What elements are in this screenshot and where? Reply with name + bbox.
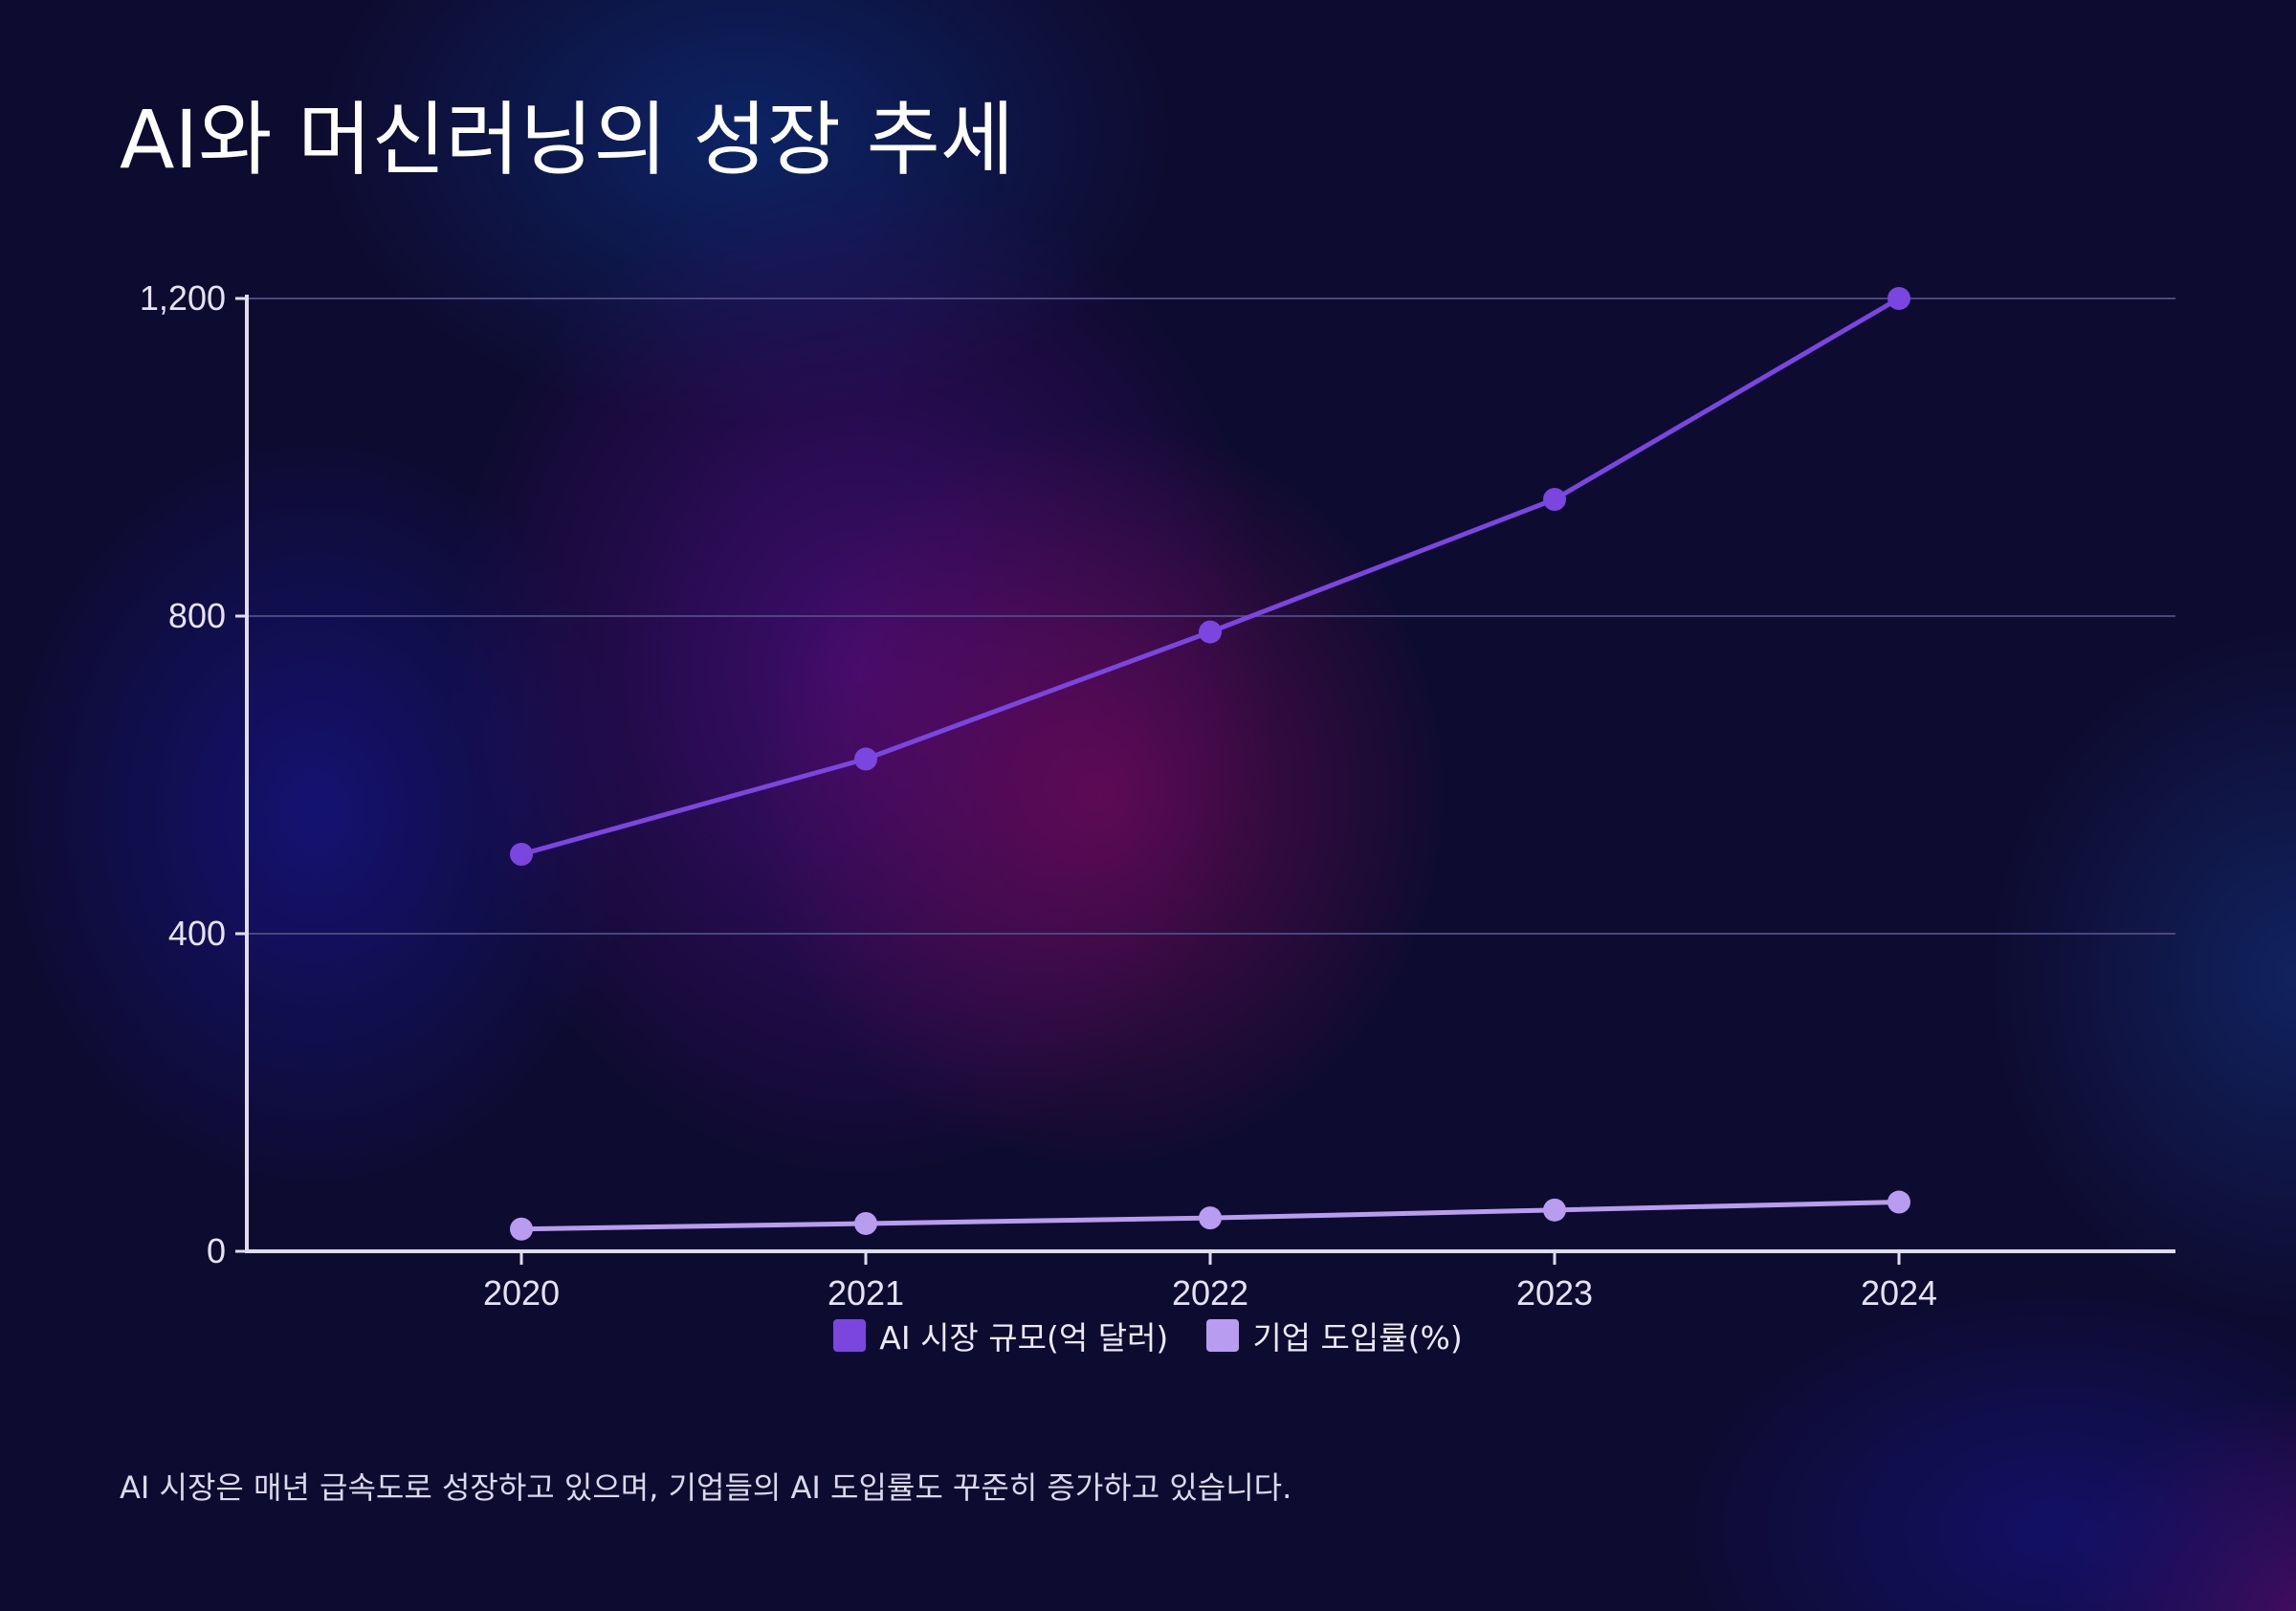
tick-labels: 0 400 800 1,200 2020 2021 2022 2023 2024 (140, 278, 1937, 1313)
y-tick-label: 400 (168, 914, 226, 953)
x-tick-label: 2021 (828, 1273, 904, 1313)
grid-lines (247, 298, 2175, 935)
y-tick-label: 800 (168, 596, 226, 635)
data-point-market-size[interactable] (1199, 620, 1222, 644)
chart-title: AI와 머신러닝의 성장 추세 (120, 93, 1015, 187)
data-point-adoption-rate[interactable] (1543, 1198, 1566, 1222)
y-tick-label: 1,200 (140, 278, 226, 318)
y-tick-label: 0 (207, 1231, 226, 1270)
legend-swatch-market-size (833, 1319, 867, 1352)
legend-item-market-size[interactable]: AI 시장 규모(억 달러) (833, 1313, 1168, 1358)
legend-swatch-adoption-rate (1206, 1319, 1240, 1352)
x-tick-label: 2022 (1172, 1273, 1248, 1313)
legend: AI 시장 규모(억 달러) 기업 도입률(%) (0, 1313, 2296, 1358)
chart-caption: AI 시장은 매년 급속도로 성장하고 있으며, 기업들의 AI 도입률도 꾸준… (120, 1469, 1292, 1506)
legend-label-adoption-rate: 기업 도입률(%) (1252, 1319, 1463, 1357)
data-point-market-size[interactable] (1888, 287, 1910, 310)
x-tick-label: 2024 (1861, 1273, 1937, 1313)
legend-label-market-size: AI 시장 규모(억 달러) (879, 1319, 1169, 1357)
series-line-market-size (520, 296, 1901, 857)
data-point-adoption-rate[interactable] (1888, 1190, 1910, 1214)
data-point-market-size[interactable] (1543, 487, 1566, 511)
series-layer (510, 287, 1910, 1241)
legend-item-adoption-rate[interactable]: 기업 도입률(%) (1206, 1313, 1463, 1358)
data-point-market-size[interactable] (510, 843, 533, 866)
data-point-adoption-rate[interactable] (854, 1211, 877, 1235)
x-tick-label: 2023 (1516, 1273, 1593, 1313)
data-point-adoption-rate[interactable] (1199, 1206, 1222, 1230)
axes (235, 295, 2175, 1265)
x-tick-label: 2020 (483, 1273, 560, 1313)
data-point-market-size[interactable] (854, 747, 877, 771)
data-point-adoption-rate[interactable] (510, 1217, 533, 1241)
